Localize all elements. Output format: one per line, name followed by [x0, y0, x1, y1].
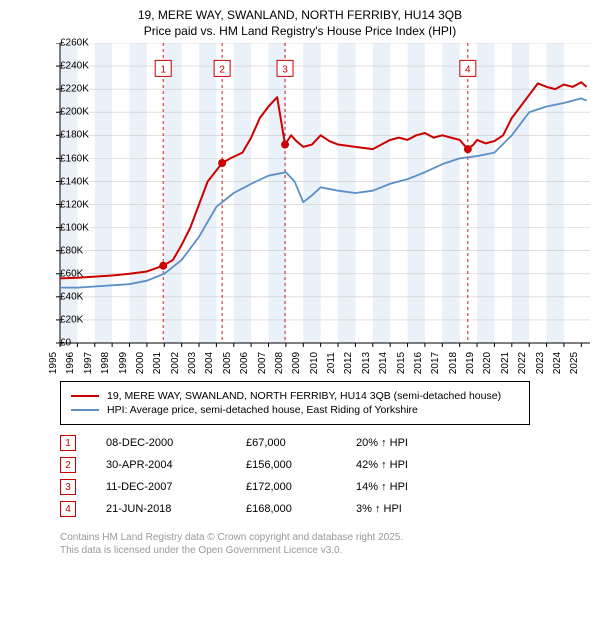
- legend: 19, MERE WAY, SWANLAND, NORTH FERRIBY, H…: [60, 381, 530, 425]
- legend-label: HPI: Average price, semi-detached house,…: [107, 404, 418, 416]
- x-tick-label: 2012: [343, 352, 354, 374]
- marker-table-row: 1 08-DEC-2000£67,00020% ↑ HPI: [60, 435, 590, 451]
- legend-swatch: [71, 409, 99, 411]
- chart-area: 1234 £0£20K£40K£60K£80K£100K£120K£140K£1…: [10, 43, 590, 373]
- x-tick-label: 2021: [500, 352, 511, 374]
- x-tick-label: 2006: [239, 352, 250, 374]
- marker-pct: 20% ↑ HPI: [356, 437, 466, 449]
- legend-row: 19, MERE WAY, SWANLAND, NORTH FERRIBY, H…: [71, 390, 519, 402]
- x-tick-label: 2018: [448, 352, 459, 374]
- x-tick-label: 1996: [65, 352, 76, 374]
- title-line-2: Price paid vs. HM Land Registry's House …: [10, 24, 590, 40]
- footer-note: Contains HM Land Registry data © Crown c…: [60, 531, 590, 557]
- x-tick-label: 2011: [326, 352, 337, 374]
- x-tick-label: 2019: [465, 352, 476, 374]
- marker-number-box: 1: [60, 435, 76, 451]
- x-tick-label: 2017: [430, 352, 441, 374]
- marker-pct: 42% ↑ HPI: [356, 459, 466, 471]
- marker-table-row: 2 30-APR-2004£156,00042% ↑ HPI: [60, 457, 590, 473]
- svg-text:3: 3: [282, 65, 288, 76]
- x-tick-label: 2010: [309, 352, 320, 374]
- x-tick-label: 2000: [135, 352, 146, 374]
- marker-number-box: 4: [60, 501, 76, 517]
- legend-label: 19, MERE WAY, SWANLAND, NORTH FERRIBY, H…: [107, 390, 501, 402]
- x-tick-label: 2004: [204, 352, 215, 374]
- marker-price: £67,000: [246, 437, 356, 449]
- x-tick-label: 1999: [118, 352, 129, 374]
- marker-number-box: 3: [60, 479, 76, 495]
- x-tick-label: 2024: [552, 352, 563, 374]
- x-tick-label: 2007: [257, 352, 268, 374]
- x-tick-label: 2016: [413, 352, 424, 374]
- marker-number-box: 2: [60, 457, 76, 473]
- marker-pct: 14% ↑ HPI: [356, 481, 466, 493]
- x-tick-label: 2022: [517, 352, 528, 374]
- marker-pct: 3% ↑ HPI: [356, 503, 466, 515]
- marker-table-row: 4 21-JUN-2018£168,0003% ↑ HPI: [60, 501, 590, 517]
- x-tick-label: 1997: [83, 352, 94, 374]
- x-tick-label: 2001: [152, 352, 163, 374]
- marker-price: £172,000: [246, 481, 356, 493]
- x-tick-label: 2009: [291, 352, 302, 374]
- svg-text:2: 2: [219, 65, 225, 76]
- x-tick-label: 1995: [48, 352, 59, 374]
- x-tick-label: 2005: [222, 352, 233, 374]
- x-tick-label: 2008: [274, 352, 285, 374]
- legend-swatch: [71, 395, 99, 397]
- x-tick-label: 2025: [569, 352, 580, 374]
- footer-line-1: Contains HM Land Registry data © Crown c…: [60, 531, 590, 544]
- x-tick-label: 2013: [361, 352, 372, 374]
- svg-text:4: 4: [465, 65, 471, 76]
- x-tick-label: 2014: [378, 352, 389, 374]
- title-block: 19, MERE WAY, SWANLAND, NORTH FERRIBY, H…: [10, 8, 590, 39]
- title-line-1: 19, MERE WAY, SWANLAND, NORTH FERRIBY, H…: [10, 8, 590, 24]
- legend-row: HPI: Average price, semi-detached house,…: [71, 404, 519, 416]
- marker-price: £156,000: [246, 459, 356, 471]
- chart-svg: 1 2 3 4: [10, 43, 590, 373]
- x-tick-label: 2023: [535, 352, 546, 374]
- sale-marker-table: 1 08-DEC-2000£67,00020% ↑ HPI 2 30-APR-2004…: [60, 435, 590, 517]
- marker-date: 21-JUN-2018: [106, 503, 246, 515]
- x-tick-label: 2020: [482, 352, 493, 374]
- x-tick-label: 2015: [396, 352, 407, 374]
- marker-date: 30-APR-2004: [106, 459, 246, 471]
- x-tick-label: 2002: [170, 352, 181, 374]
- x-tick-label: 2003: [187, 352, 198, 374]
- footer-line-2: This data is licensed under the Open Gov…: [60, 544, 590, 557]
- marker-date: 11-DEC-2007: [106, 481, 246, 493]
- svg-text:1: 1: [160, 65, 166, 76]
- x-tick-label: 1998: [100, 352, 111, 374]
- marker-date: 08-DEC-2000: [106, 437, 246, 449]
- marker-table-row: 3 11-DEC-2007£172,00014% ↑ HPI: [60, 479, 590, 495]
- marker-price: £168,000: [246, 503, 356, 515]
- chart-container: 19, MERE WAY, SWANLAND, NORTH FERRIBY, H…: [0, 0, 600, 565]
